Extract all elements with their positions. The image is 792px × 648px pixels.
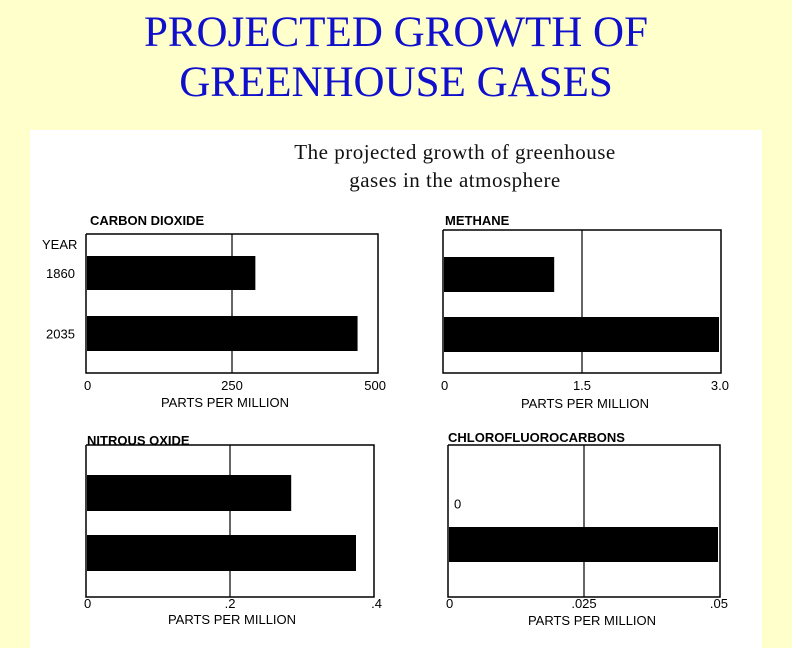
slide-title: PROJECTED GROWTH OF GREENHOUSE GASES xyxy=(0,8,792,108)
chlorofluorocarbons-tick-label-0: 0 xyxy=(446,596,453,611)
chlorofluorocarbons-bar-2035 xyxy=(449,527,718,562)
chlorofluorocarbons-title: CHLOROFLUOROCARBONS xyxy=(448,430,625,445)
carbon-dioxide-xlabel: PARTS PER MILLION xyxy=(161,395,289,410)
methane-tick-label-0: 0 xyxy=(441,378,448,393)
nitrous-oxide-tick-label-2: .4 xyxy=(371,596,382,611)
carbon-dioxide-tick-label-2: 500 xyxy=(364,378,386,393)
nitrous-oxide-tick-label-0: 0 xyxy=(84,596,91,611)
nitrous-oxide-bar-2035 xyxy=(87,535,356,571)
methane-bar-2035 xyxy=(444,317,719,352)
charts-canvas: CARBON DIOXIDE 1860 2035 YEAR 0 250 500 PARTS P… xyxy=(30,130,762,648)
carbon-dioxide-category-label-1860: 1860 xyxy=(46,266,75,281)
carbon-dioxide-year-header: YEAR xyxy=(42,237,77,252)
nitrous-oxide-bar-1860 xyxy=(87,475,291,511)
chlorofluorocarbons-value-label-1860: 0 xyxy=(454,497,461,512)
figure-panel: The projected growth of greenhouse gases… xyxy=(30,130,762,648)
methane-bar-1860 xyxy=(444,257,554,292)
carbon-dioxide-category-label-2035: 2035 xyxy=(46,327,75,342)
slide-title-line-2: GREENHOUSE GASES xyxy=(0,58,792,108)
methane-xlabel: PARTS PER MILLION xyxy=(521,396,649,411)
methane-tick-label-2: 3.0 xyxy=(711,378,729,393)
chlorofluorocarbons-tick-label-2: .05 xyxy=(710,596,728,611)
carbon-dioxide-tick-label-0: 0 xyxy=(84,378,91,393)
carbon-dioxide-bar-1860 xyxy=(87,256,255,290)
methane-tick-label-1: 1.5 xyxy=(573,378,591,393)
chlorofluorocarbons-xlabel: PARTS PER MILLION xyxy=(528,613,656,628)
chlorofluorocarbons-tick-label-1: .025 xyxy=(571,596,596,611)
carbon-dioxide-title: CARBON DIOXIDE xyxy=(90,213,204,228)
nitrous-oxide-tick-label-1: .2 xyxy=(225,596,236,611)
methane-title: METHANE xyxy=(445,213,510,228)
nitrous-oxide-xlabel: PARTS PER MILLION xyxy=(168,612,296,627)
carbon-dioxide-tick-label-1: 250 xyxy=(221,378,243,393)
carbon-dioxide-bar-2035 xyxy=(87,316,358,351)
slide-title-line-1: PROJECTED GROWTH OF xyxy=(0,8,792,58)
